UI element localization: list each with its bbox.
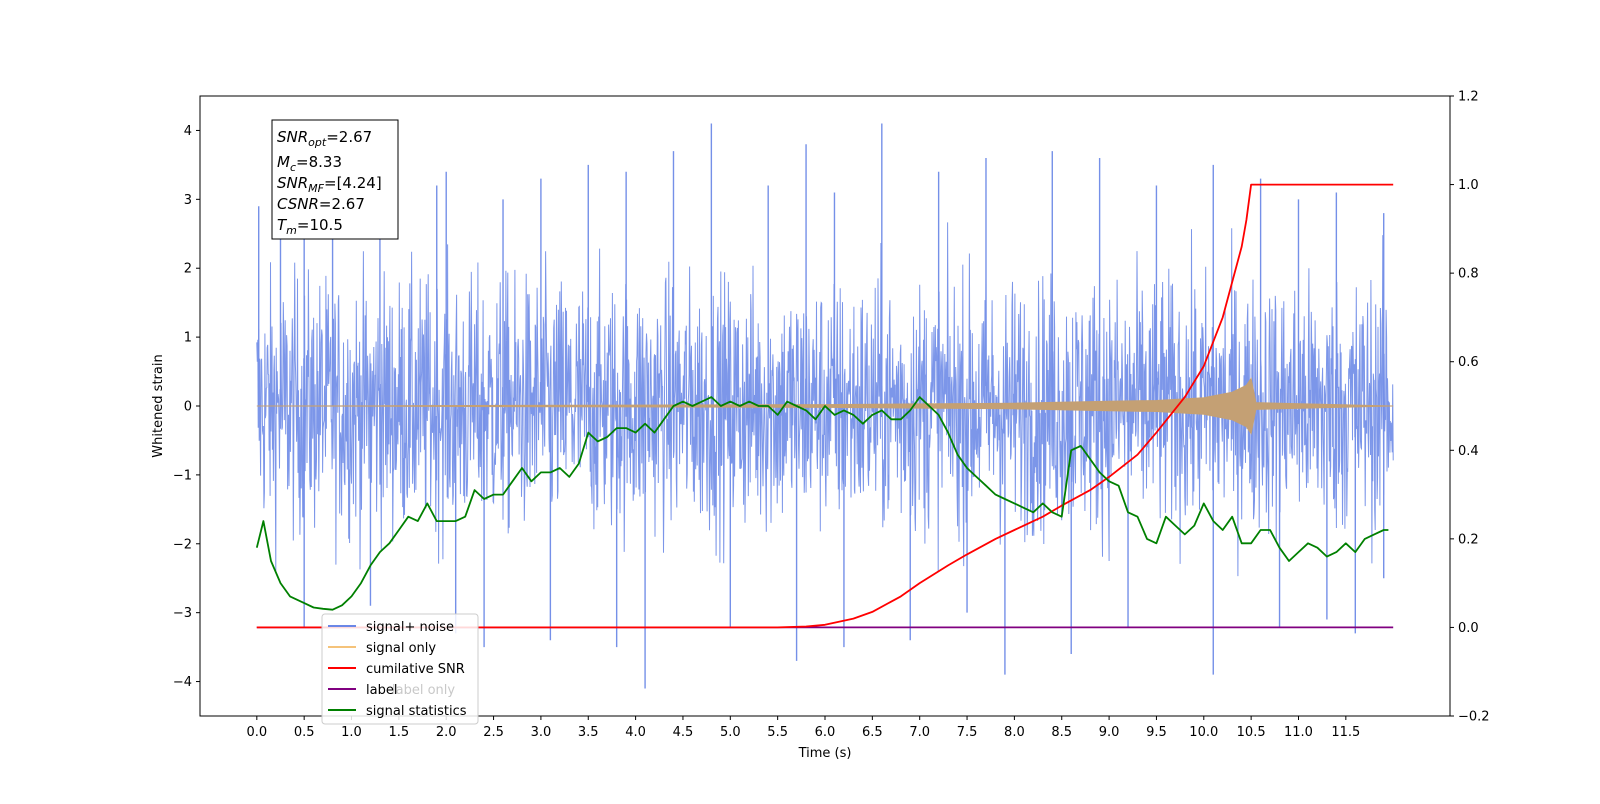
x-axis-title: Time (s) (798, 746, 852, 761)
x-tick-label: 11.0 (1284, 725, 1313, 740)
x-tick-label: 1.0 (341, 725, 362, 740)
stat-tm: Tm=10.5 (277, 216, 343, 237)
x-tick-label: 0.5 (294, 725, 315, 740)
x-tick-label: 0.0 (246, 725, 267, 740)
y-tick-label: 1 (184, 331, 192, 346)
x-tick-label: 8.0 (1004, 725, 1025, 740)
y-tick-label: 0 (184, 400, 192, 415)
series-cumulative-snr (256, 183, 1394, 629)
stats-box-frame (271, 119, 399, 240)
x-tick-label: 9.0 (1099, 725, 1120, 740)
stat-snr-opt: SNRopt=2.67 (277, 128, 372, 149)
x-tick-label: 7.0 (909, 725, 930, 740)
legend-frame (321, 613, 479, 725)
x-tick-label: 10.5 (1237, 725, 1266, 740)
legend-label-signal-only: signal only (366, 641, 436, 656)
stat-csnr: CSNR=2.67 (277, 195, 365, 213)
y-axis-right: 1.2 1.0 0.8 0.6 0.4 0.2 0.0 −0.2 (1450, 90, 1490, 725)
x-tick-label: 6.5 (862, 725, 883, 740)
y-tick-label: −4 (173, 675, 192, 690)
y-tick-label: 2 (184, 262, 192, 277)
x-tick-label: 3.0 (531, 725, 552, 740)
y-tick-label: 4 (184, 124, 192, 139)
x-tick-label: 11.5 (1331, 725, 1360, 740)
legend: signal+ noise signal only cumilative SNR… (321, 613, 479, 725)
stat-mc: Mc=8.33 (277, 153, 342, 174)
x-tick-label: 5.5 (767, 725, 788, 740)
y2-tick-label: 0.0 (1458, 621, 1479, 636)
series-layer (255, 123, 1394, 689)
legend-label-cumulative-snr: cumilative SNR (366, 662, 465, 677)
legend-label-signal-statistics: signal statistics (366, 704, 467, 719)
y2-tick-label: 0.4 (1458, 444, 1479, 459)
legend-label-label: label (366, 683, 397, 698)
x-tick-label: 4.0 (625, 725, 646, 740)
x-tick-label: 6.0 (815, 725, 836, 740)
y2-tick-label: 1.0 (1458, 178, 1479, 193)
y-tick-label: −2 (173, 537, 192, 552)
x-tick-label: 2.0 (436, 725, 457, 740)
y2-tick-label: 1.2 (1458, 90, 1479, 105)
x-tick-label: 4.5 (673, 725, 694, 740)
x-tick-label: 3.5 (578, 725, 599, 740)
y-axis-title: Whitened strain (151, 354, 166, 457)
x-tick-label: 10.0 (1189, 725, 1218, 740)
y2-tick-label: 0.8 (1458, 267, 1479, 282)
y-axis-left: 4 3 2 1 0 −1 −2 −3 −4 (173, 124, 200, 690)
y2-tick-label: −0.2 (1458, 710, 1490, 725)
series-signal-statistics (255, 396, 1389, 611)
stats-annotation-box: SNRopt=2.67 Mc=8.33 SNRMF=[4.24] CSNR=2.… (271, 119, 399, 240)
x-tick-label: 8.5 (1051, 725, 1072, 740)
x-tick-label: 9.5 (1146, 725, 1167, 740)
y2-tick-label: 0.6 (1458, 355, 1479, 370)
y2-tick-label: 0.2 (1458, 532, 1479, 547)
x-tick-label: 1.5 (389, 725, 410, 740)
x-tick-label: 5.0 (720, 725, 741, 740)
legend-label-signal-noise: signal+ noise (366, 620, 454, 635)
stat-snr-mf: SNRMF=[4.24] (277, 174, 382, 195)
x-tick-label: 2.5 (483, 725, 504, 740)
y-tick-label: −1 (173, 468, 192, 483)
legend-label-label-only: label only (392, 683, 455, 698)
x-tick-label: 7.5 (957, 725, 978, 740)
y-tick-label: −3 (173, 606, 192, 621)
x-axis: 0.0 0.5 1.0 1.5 2.0 2.5 3.0 3.5 4.0 4.5 5.0 5.5 6.0 6… (246, 716, 1360, 740)
y-tick-label: 3 (184, 193, 192, 208)
